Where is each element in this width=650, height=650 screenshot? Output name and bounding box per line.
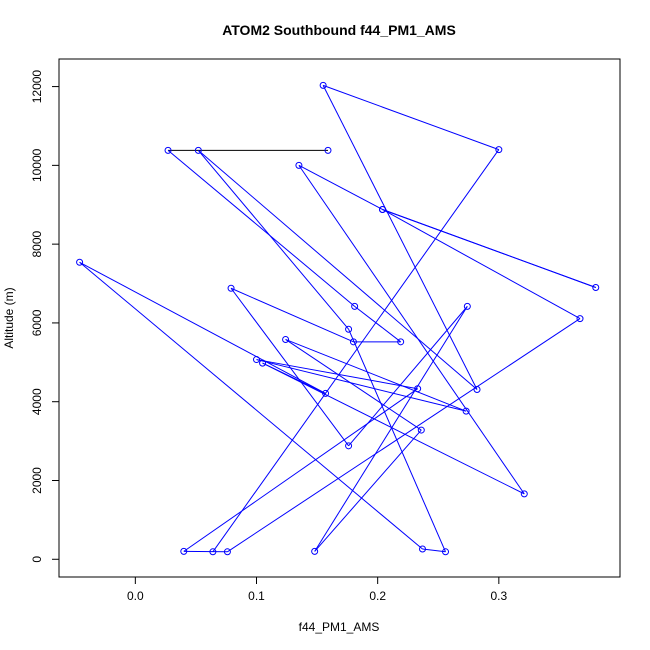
series-segment <box>382 209 596 288</box>
series-segment <box>314 429 422 552</box>
series-segment <box>212 149 500 553</box>
y-axis-label: Altitude (m) <box>2 287 16 348</box>
data-point <box>473 385 481 393</box>
y-tick-label: 12000 <box>30 70 44 104</box>
data-point <box>520 490 528 498</box>
data-point <box>194 146 202 154</box>
series-segment <box>285 339 422 431</box>
series-segment <box>230 287 354 343</box>
y-tick-label: 4000 <box>30 388 44 415</box>
data-point <box>180 547 188 555</box>
x-tick-label: 0.0 <box>127 589 144 603</box>
data-point <box>253 356 261 364</box>
series-segment <box>382 209 581 320</box>
x-tick-label: 0.1 <box>248 589 265 603</box>
data-point <box>223 548 231 556</box>
series-segment <box>183 388 418 552</box>
series-segment <box>262 362 525 495</box>
series-segment <box>256 359 467 412</box>
y-tick-label: 2000 <box>30 467 44 494</box>
data-point <box>414 385 422 393</box>
data-point <box>322 389 330 397</box>
series-segment <box>198 150 478 390</box>
series-segment <box>322 85 478 390</box>
data-point <box>345 325 353 333</box>
data-point <box>351 302 359 310</box>
data-point <box>164 146 172 154</box>
y-tick-label: 0 <box>30 556 44 563</box>
data-point <box>324 146 332 154</box>
series-segment <box>314 306 468 552</box>
data-point <box>319 81 327 89</box>
y-tick-label: 6000 <box>30 309 44 336</box>
data-point <box>311 547 319 555</box>
series-segment <box>348 329 446 552</box>
x-axis-label: f44_PM1_AMS <box>299 620 380 634</box>
data-point <box>417 426 425 434</box>
series-segment <box>422 548 446 553</box>
plot-frame <box>58 58 621 578</box>
series-segment <box>256 359 418 390</box>
data-point <box>282 335 290 343</box>
data-point <box>418 545 426 553</box>
series-segment <box>79 261 326 394</box>
series-segment <box>227 318 581 553</box>
series-segment <box>354 305 401 343</box>
series-segment <box>285 339 467 412</box>
data-point <box>349 338 357 346</box>
x-tick-label: 0.3 <box>490 589 507 603</box>
data-point <box>463 302 471 310</box>
data-point <box>259 359 267 367</box>
data-point <box>592 283 600 291</box>
data-point <box>295 161 303 169</box>
series-points <box>76 81 600 556</box>
series-lines <box>79 84 596 553</box>
x-axis: 0.0 0.1 0.2 0.3 <box>127 577 507 603</box>
data-point <box>576 315 584 323</box>
series-segment <box>79 261 423 550</box>
data-point <box>495 146 503 154</box>
data-point <box>379 205 387 213</box>
y-tick-label: 8000 <box>30 230 44 257</box>
series-segment <box>167 150 355 307</box>
y-tick-label: 10000 <box>30 148 44 182</box>
chart-title: ATOM2 Southbound f44_PM1_AMS <box>222 22 456 38</box>
data-point <box>76 258 84 266</box>
series-segment <box>298 165 525 495</box>
series-segment <box>322 84 500 151</box>
x-tick-label: 0.2 <box>369 589 386 603</box>
data-point <box>209 548 217 556</box>
data-point <box>462 407 470 415</box>
series-segment <box>197 150 349 330</box>
y-axis: 0 2000 4000 6000 8000 10000 12000 <box>30 70 59 563</box>
data-point <box>227 284 235 292</box>
series-segment <box>298 164 383 210</box>
data-point <box>397 338 405 346</box>
data-point <box>442 548 450 556</box>
series-segment <box>230 287 349 447</box>
data-point <box>345 442 353 450</box>
